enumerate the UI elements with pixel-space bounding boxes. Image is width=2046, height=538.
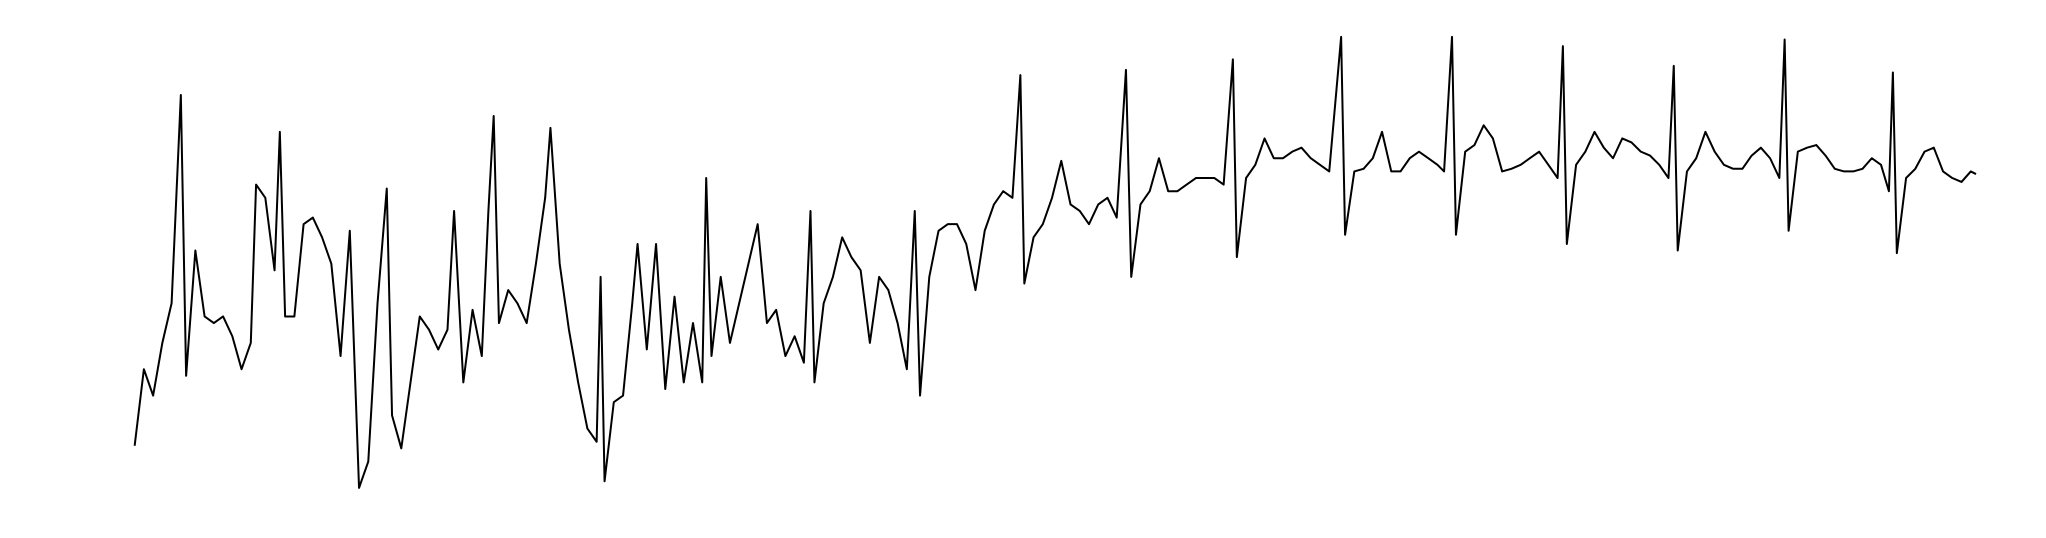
signal-line	[133, 35, 1977, 489]
